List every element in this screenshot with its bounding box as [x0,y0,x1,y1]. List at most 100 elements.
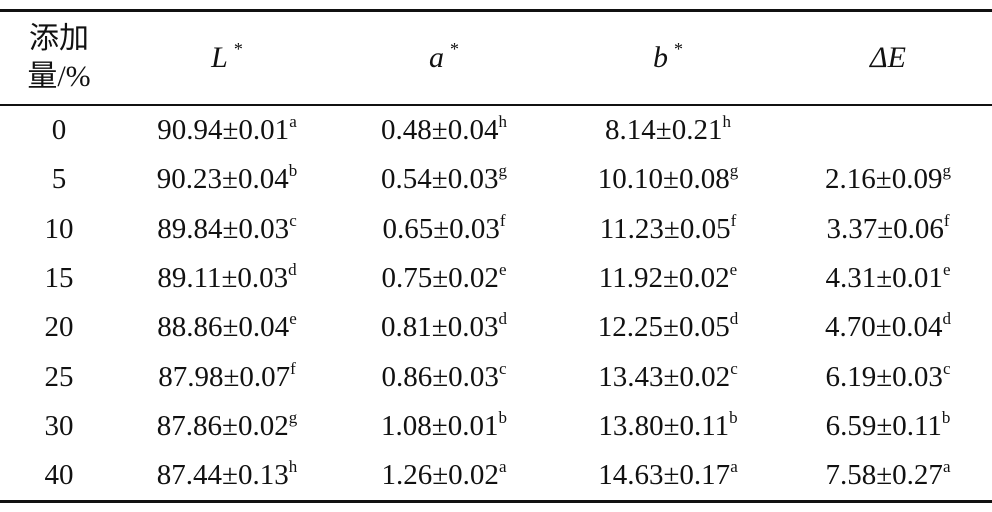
cell-value: 88.86±0.04 [157,311,290,344]
header-symbol: ΔE [870,41,906,74]
table-cell: 89.11±0.03d [118,254,336,303]
table-row: 0 90.94±0.01a 0.48±0.04h 8.14±0.21h [0,105,992,155]
significance-letter: c [942,358,951,378]
data-table: 添加 量/% L * a * b * ΔE 0 90.94±0.01a 0.48±0.04h 8.14… [0,9,992,503]
table-cell: 11.23±0.05f [552,205,784,254]
header-superscript: * [233,39,243,59]
table-cell: 0 [51,114,67,147]
significance-letter: g [942,161,951,181]
significance-letter: e [942,260,951,280]
cell-value: 14.63±0.17 [598,459,731,492]
significance-letter: d [729,309,739,329]
table-cell: 11.92±0.02e [552,254,784,303]
cell-value: 6.19±0.03 [825,360,943,393]
significance-letter: e [729,260,738,280]
significance-letter: g [729,161,739,181]
table-cell: 8.14±0.21h [552,105,784,155]
table-header: 添加 量/% L * a * b * ΔE [0,10,992,106]
table-row: 15 89.11±0.03d 0.75±0.02e 11.92±0.02e 4.31±0… [0,254,992,303]
significance-letter: c [498,358,507,378]
header-superscript: * [450,39,459,59]
significance-letter: b [941,407,951,427]
cell-value: 0.65±0.03 [382,212,500,245]
significance-letter: h [722,112,731,132]
header-symbol: L [211,41,228,74]
cell-value: 87.44±0.13 [156,459,289,492]
header-cell: ΔE [784,11,992,106]
table-row: 40 87.44±0.13h 1.26±0.02a 14.63±0.17a 7.58±0… [0,451,992,502]
cell-value: 0.86±0.03 [381,360,499,393]
header-line: 量/% [27,60,91,93]
significance-letter: f [730,210,737,230]
table-cell: 25 [44,360,74,393]
table-cell: 12.25±0.05d [552,303,784,352]
cell-value: 3.37±0.06 [826,212,944,245]
table-cell: 13.43±0.02c [552,352,784,401]
table-row: 20 88.86±0.04e 0.81±0.03d 12.25±0.05d 4.70±0… [0,303,992,352]
cell-value: 12.25±0.05 [597,311,730,344]
cell-value: 89.11±0.03 [157,262,289,295]
table-cell: 0.54±0.03g [336,155,552,204]
cell-value: 90.94±0.01 [157,114,290,147]
table-cell: 40 [44,459,74,492]
table-cell: 0.75±0.02e [336,254,552,303]
significance-letter: d [288,260,297,280]
header-cell: 添加量/% [0,11,118,106]
cell-value: 87.98±0.07 [158,360,291,393]
table-cell: 10 [44,212,74,245]
header-superscript: * [674,39,683,59]
significance-letter: f [290,358,296,378]
table-cell: 89.84±0.03c [118,205,336,254]
significance-letter: b [498,407,507,427]
table-cell: 90.94±0.01a [118,105,336,155]
table-cell: 7.58±0.27a [784,451,992,502]
significance-letter: f [943,210,950,230]
cell-value: 4.70±0.04 [825,311,943,344]
table-cell: 1.26±0.02a [336,451,552,502]
table-cell: 4.70±0.04d [784,303,992,352]
cell-value: 6.59±0.11 [825,409,942,442]
table-body: 0 90.94±0.01a 0.48±0.04h 8.14±0.21h 5 90.23±0… [0,105,992,502]
table-cell: 87.44±0.13h [118,451,336,502]
table-row: 30 87.86±0.02g 1.08±0.01b 13.80±0.11b 6.59±0… [0,402,992,451]
table-container: 添加 量/% L * a * b * ΔE 0 90.94±0.01a 0.48±0.04h 8.14… [0,9,992,503]
table-cell: 87.86±0.02g [118,402,336,451]
significance-letter: b [729,407,738,427]
cell-value: 0.75±0.02 [381,262,499,295]
header-line: 添加 [29,22,89,55]
table-cell: 2.16±0.09g [784,155,992,204]
table-cell: 6.59±0.11b [784,402,992,451]
table-cell: 90.23±0.04b [118,155,336,204]
table-cell: 30 [44,409,74,442]
table-cell [784,105,992,155]
table-cell: 0.86±0.03c [336,352,552,401]
header-cell: L * [118,11,336,106]
header-symbol: a [429,41,444,74]
table-cell: 14.63±0.17a [552,451,784,502]
table-cell: 20 [44,311,74,344]
table-row: 25 87.98±0.07f 0.86±0.03c 13.43±0.02c 6.19±0… [0,352,992,401]
significance-letter: c [289,210,297,230]
table-row: 10 89.84±0.03c 0.65±0.03f 11.23±0.05f 3.37±0… [0,205,992,254]
table-cell: 88.86±0.04e [118,303,336,352]
table-cell: 0.48±0.04h [336,105,552,155]
table-cell: 0.65±0.03f [336,205,552,254]
cell-value: 11.23±0.05 [599,212,731,245]
significance-letter: a [498,457,507,477]
cell-value: 10.10±0.08 [597,163,730,196]
significance-letter: e [289,309,297,329]
significance-letter: d [942,309,951,329]
cell-value: 87.86±0.02 [156,409,289,442]
table-cell: 10.10±0.08g [552,155,784,204]
table-cell: 4.31±0.01e [784,254,992,303]
significance-letter: f [499,210,506,230]
cell-value: 1.26±0.02 [381,459,499,492]
significance-letter: e [498,260,507,280]
header-cell: b * [552,11,784,106]
table-cell: 0.81±0.03d [336,303,552,352]
significance-letter: a [289,112,297,132]
cell-value: 11.92±0.02 [598,262,730,295]
table-cell: 87.98±0.07f [118,352,336,401]
significance-letter: b [288,161,298,181]
table-cell: 6.19±0.03c [784,352,992,401]
